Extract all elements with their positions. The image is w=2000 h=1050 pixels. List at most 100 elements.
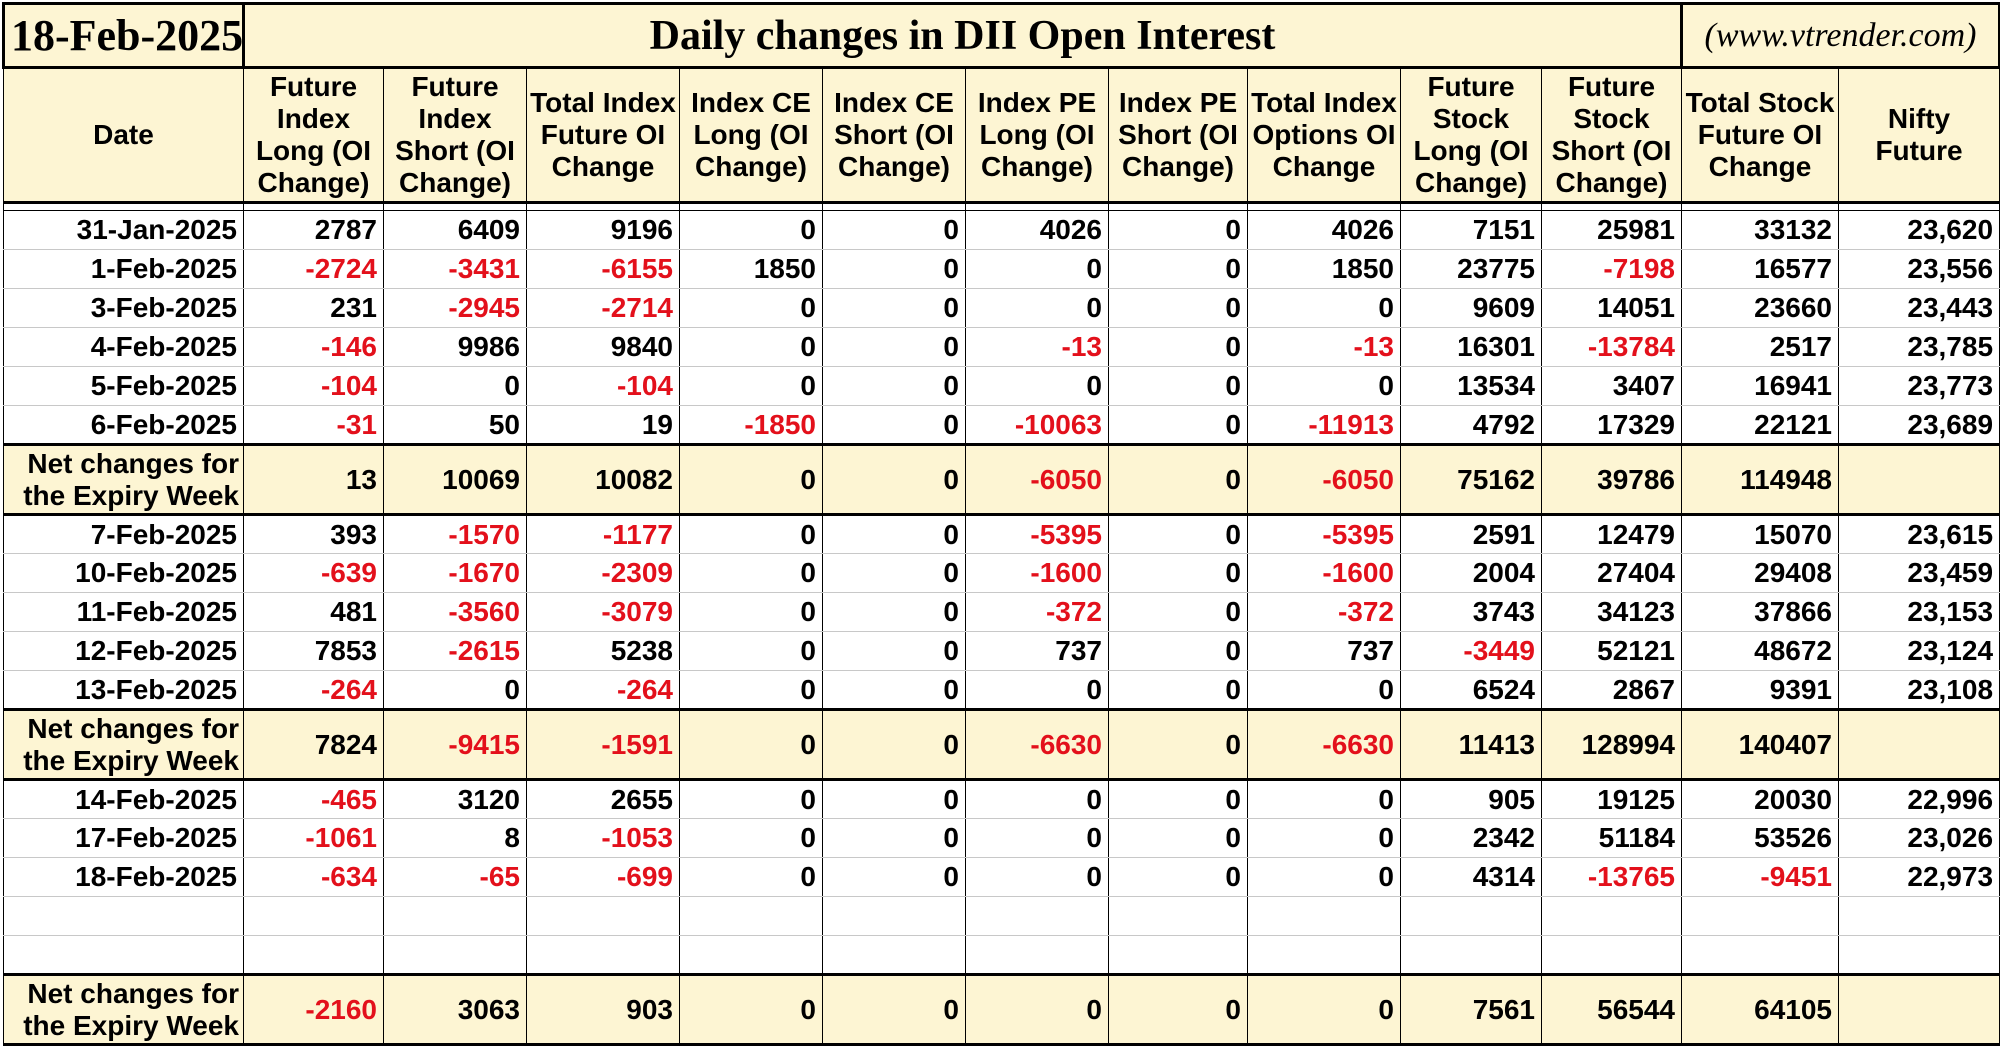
value-cell: -1850 (679, 405, 823, 445)
net-value-cell: 0 (822, 708, 966, 781)
value-cell: 481 (243, 592, 384, 632)
net-value-cell: 114948 (1681, 443, 1839, 516)
table-row: 11-Feb-2025 481 -3560 -3079 0 0 -372 0 -372 3743 3… (3, 592, 2000, 632)
value-cell: -2714 (526, 288, 680, 328)
empty-cell (1247, 935, 1401, 975)
net-value-cell: 10069 (383, 443, 527, 516)
empty-cell (1108, 896, 1248, 936)
value-cell: 0 (965, 366, 1109, 406)
value-cell: -65 (383, 857, 527, 897)
net-value-cell: -1591 (526, 708, 680, 781)
header-gap (3, 202, 2000, 211)
net-value-cell: 39786 (1541, 443, 1682, 516)
net-value-cell (1837, 443, 2000, 516)
gap-cell (679, 202, 823, 211)
value-cell: -2615 (383, 631, 527, 671)
value-cell: -2945 (383, 288, 527, 328)
value-cell: 0 (1247, 778, 1401, 819)
gap-cell (1108, 202, 1248, 211)
table-row: 1-Feb-2025 -2724 -3431 -6155 1850 0 0 0 1850 2377… (3, 249, 2000, 289)
table-row: 6-Feb-2025 -31 50 19 -1850 0 -10063 0 -11913 4792… (3, 405, 2000, 445)
value-cell: 23,026 (1837, 818, 2000, 858)
value-cell: 48672 (1681, 631, 1839, 671)
empty-cell (526, 896, 680, 936)
value-cell: 23,443 (1837, 288, 2000, 328)
empty-cell (965, 896, 1109, 936)
value-cell: 0 (679, 857, 823, 897)
value-cell: 0 (679, 670, 823, 710)
value-cell: -13 (1247, 327, 1401, 367)
value-cell: 9391 (1681, 670, 1839, 710)
gap-cell (1400, 202, 1542, 211)
empty-cell (1681, 896, 1839, 936)
value-cell: -31 (243, 405, 384, 445)
value-cell: 0 (1108, 210, 1248, 250)
empty-cell (822, 935, 966, 975)
value-cell: 23,459 (1837, 553, 2000, 593)
value-cell: 9609 (1400, 288, 1542, 328)
value-cell: -104 (526, 366, 680, 406)
date-cell: 1-Feb-2025 (3, 249, 244, 289)
value-cell: 905 (1400, 778, 1542, 819)
column-header-row: Date Future Index Long (OI Change) Future … (3, 67, 2000, 204)
value-cell: 17329 (1541, 405, 1682, 445)
value-cell: 2655 (526, 778, 680, 819)
value-cell: 0 (822, 553, 966, 593)
empty-cell (3, 896, 244, 936)
value-cell: -699 (526, 857, 680, 897)
net-value-cell: 140407 (1681, 708, 1839, 781)
value-cell: 1850 (1247, 249, 1401, 289)
net-value-cell: 0 (679, 708, 823, 781)
value-cell: 7853 (243, 631, 384, 671)
gap-cell (1247, 202, 1401, 211)
net-value-cell: 0 (965, 973, 1109, 1046)
empty-cell (1108, 935, 1248, 975)
value-cell: 0 (1247, 857, 1401, 897)
net-value-cell: 128994 (1541, 708, 1682, 781)
value-cell: 19 (526, 405, 680, 445)
net-value-cell: 64105 (1681, 973, 1839, 1046)
value-cell: 19125 (1541, 778, 1682, 819)
value-cell: 0 (1108, 818, 1248, 858)
net-value-cell: -2160 (243, 973, 384, 1046)
empty-row (3, 896, 2000, 936)
value-cell: 34123 (1541, 592, 1682, 632)
value-cell: 0 (1108, 513, 1248, 554)
value-cell: 9196 (526, 210, 680, 250)
value-cell: 25981 (1541, 210, 1682, 250)
date-cell: 13-Feb-2025 (3, 670, 244, 710)
net-value-cell: -9415 (383, 708, 527, 781)
column-header: Index PE Long (OI Change) (965, 67, 1109, 204)
value-cell: 5238 (526, 631, 680, 671)
value-cell: -3431 (383, 249, 527, 289)
value-cell: -465 (243, 778, 384, 819)
value-cell: 22,973 (1837, 857, 2000, 897)
value-cell: 0 (383, 366, 527, 406)
value-cell: -7198 (1541, 249, 1682, 289)
net-value-cell: -6050 (965, 443, 1109, 516)
value-cell: 0 (965, 670, 1109, 710)
value-cell: 2591 (1400, 513, 1542, 554)
value-cell: 0 (679, 592, 823, 632)
value-cell: 4026 (1247, 210, 1401, 250)
net-value-cell: -6630 (965, 708, 1109, 781)
value-cell: 23,615 (1837, 513, 2000, 554)
value-cell: 0 (1108, 778, 1248, 819)
net-value-cell: 7824 (243, 708, 384, 781)
value-cell: 0 (1247, 670, 1401, 710)
net-value-cell: 0 (1247, 973, 1401, 1046)
value-cell: 8 (383, 818, 527, 858)
source-url: (www.vtrender.com) (1679, 2, 2000, 69)
empty-cell (383, 935, 527, 975)
net-value-cell: 10082 (526, 443, 680, 516)
value-cell: 0 (822, 210, 966, 250)
value-cell: 0 (383, 670, 527, 710)
value-cell: 16577 (1681, 249, 1839, 289)
empty-cell (822, 896, 966, 936)
value-cell: 37866 (1681, 592, 1839, 632)
value-cell: -11913 (1247, 405, 1401, 445)
gap-cell (1541, 202, 1682, 211)
value-cell: 0 (679, 818, 823, 858)
empty-cell (383, 896, 527, 936)
gap-cell (243, 202, 384, 211)
